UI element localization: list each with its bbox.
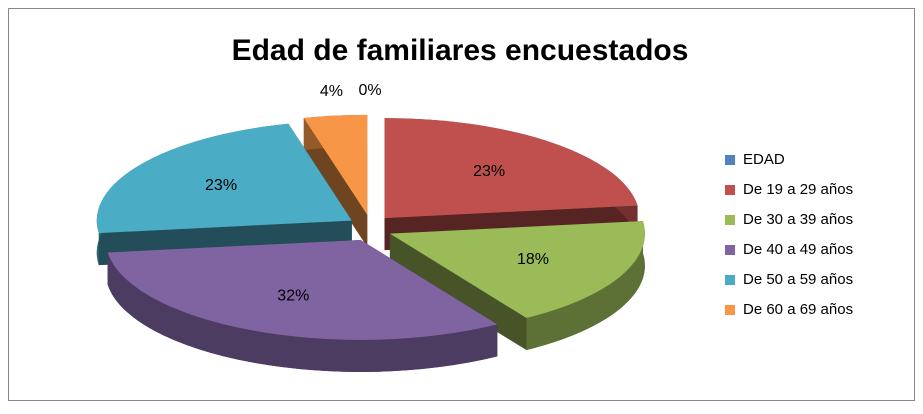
slice-top [389, 221, 645, 319]
slice-top [384, 118, 638, 219]
legend-label: De 50 a 59 años [743, 271, 853, 288]
slice-top [107, 239, 498, 340]
slice-side [526, 221, 645, 351]
legend-swatch [725, 275, 735, 285]
legend-label: De 19 a 29 años [743, 181, 853, 198]
slice [107, 239, 498, 372]
data-label: 4% [320, 83, 343, 100]
slice-wall [303, 118, 368, 247]
slice-wall [389, 233, 527, 351]
slice-top [303, 114, 368, 215]
data-label: 32% [277, 287, 309, 304]
data-label: 0% [358, 82, 381, 99]
legend-swatch [725, 215, 735, 225]
legend-swatch [725, 245, 735, 255]
data-label: 23% [473, 163, 505, 180]
legend-swatch [725, 305, 735, 315]
legend-swatch [725, 155, 735, 165]
legend-label: EDAD [743, 151, 785, 168]
legend-label: De 40 a 49 años [743, 241, 853, 258]
data-label: 23% [205, 177, 237, 194]
slice [389, 221, 645, 351]
legend-label: De 30 a 39 años [743, 211, 853, 228]
legend-swatch [725, 185, 735, 195]
slice-side [107, 252, 498, 372]
legend-label: De 60 a 69 años [743, 301, 853, 318]
slice [96, 123, 352, 266]
data-label: 18% [517, 251, 549, 268]
chart-title: Edad de familiares encuestados [232, 34, 689, 67]
slice-top [96, 123, 352, 234]
